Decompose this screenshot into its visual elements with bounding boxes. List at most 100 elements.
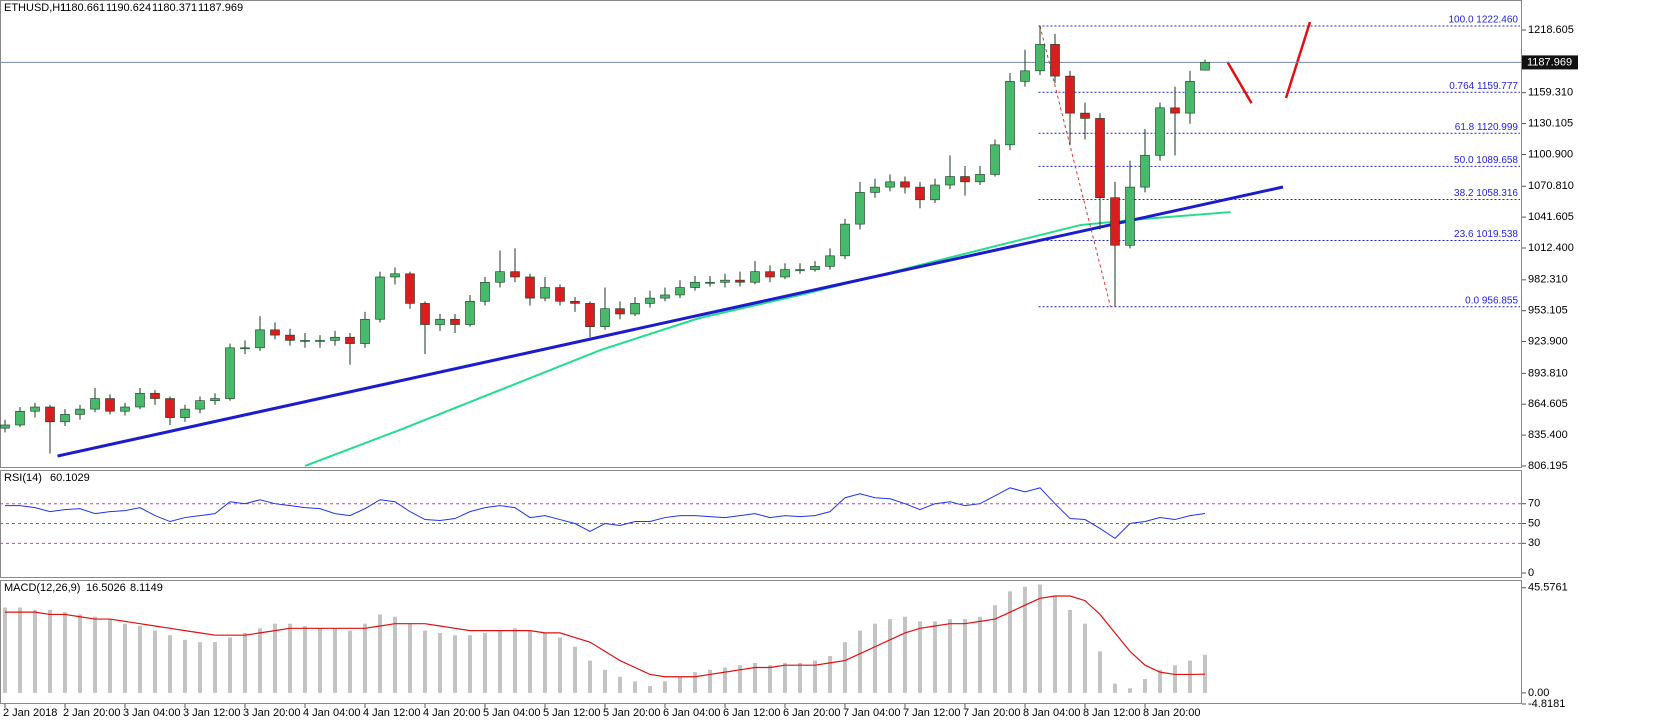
macd-bar	[903, 616, 908, 693]
candle-body	[15, 410, 25, 426]
price-tick-label: 982.310	[1528, 274, 1568, 286]
ohlc-value: 1187.969	[198, 2, 243, 14]
macd-name: MACD(12,26,9)	[4, 582, 80, 594]
macd-bar	[1098, 651, 1103, 693]
candle-body	[165, 398, 175, 418]
fib-label: 23.6 1019.538	[1454, 229, 1518, 240]
current-price-label: 1187.969	[1527, 56, 1572, 68]
x-tick-label: 2 Jan 20:00	[63, 707, 121, 719]
macd-bar	[212, 642, 217, 693]
macd-bar	[272, 623, 277, 693]
rsi-value: 60.1029	[50, 472, 90, 484]
candle-body	[645, 297, 655, 304]
macd-bar	[798, 662, 802, 693]
macd-bar	[647, 685, 652, 693]
candle-body	[60, 414, 70, 423]
candle-body	[735, 279, 745, 283]
candle-body	[330, 336, 340, 341]
candle-body	[240, 347, 250, 350]
macd-bar	[122, 623, 127, 693]
macd-bar	[497, 630, 502, 693]
macd-signal-value: 8.1149	[130, 582, 163, 594]
macd-bar	[738, 665, 742, 693]
candle-body	[480, 281, 490, 302]
candle-body	[135, 392, 145, 408]
fib-label: 61.8 1120.999	[1455, 122, 1519, 133]
macd-bar	[77, 614, 82, 693]
macd-bar	[707, 669, 712, 693]
x-tick-label: 7 Jan 12:00	[903, 707, 961, 719]
rsi-tick-label: 0	[1528, 567, 1534, 579]
candle-body	[570, 300, 580, 304]
price-tick-label: 1130.105	[1528, 117, 1573, 129]
macd-bar	[1038, 584, 1043, 693]
macd-tick-label: 45.5761	[1528, 582, 1568, 594]
macd-bar	[452, 635, 457, 693]
price-tick-label: 1159.310	[1528, 87, 1573, 99]
candle-body	[795, 269, 805, 271]
rsi-tick-label: 30	[1528, 537, 1540, 549]
fib-label: 0.764 1159.777	[1449, 81, 1518, 92]
x-tick-label: 7 Jan 20:00	[963, 707, 1021, 719]
macd-bar	[482, 632, 487, 693]
rsi-tick-label: 50	[1528, 517, 1540, 529]
macd-panel	[0, 580, 1522, 704]
macd-bar	[662, 681, 667, 693]
x-tick-label: 4 Jan 12:00	[363, 707, 421, 719]
fib-label: 50.0 1089.658	[1454, 155, 1518, 166]
macd-bar	[602, 669, 607, 693]
price-tick-label: 1070.810	[1528, 180, 1574, 192]
macd-bar	[632, 681, 637, 693]
macd-bar	[963, 619, 968, 693]
macd-bar	[1068, 609, 1073, 693]
x-tick-label: 4 Jan 20:00	[423, 707, 481, 719]
macd-bar	[227, 637, 232, 693]
candle-body	[825, 255, 835, 267]
price-tick-label: 1100.900	[1528, 148, 1573, 160]
x-tick-label: 8 Jan 12:00	[1083, 707, 1141, 719]
x-tick-label: 2 Jan 2018	[3, 707, 57, 719]
trendline	[57, 185, 1284, 458]
macd-bar	[137, 625, 142, 693]
candle-body	[630, 303, 640, 315]
candle-body	[30, 406, 40, 412]
candle-body	[885, 181, 895, 188]
macd-bar	[302, 625, 307, 693]
candle-body	[855, 192, 865, 225]
main-panel	[0, 0, 1522, 468]
macd-bar	[677, 676, 682, 693]
candle-body	[675, 287, 685, 296]
macd-bar	[317, 628, 322, 693]
fib-label: 100.0 1222.460	[1448, 15, 1518, 26]
candle-body	[405, 273, 415, 304]
candle-body	[1185, 81, 1195, 114]
candle-body	[810, 266, 820, 270]
macd-bar	[197, 642, 202, 693]
candle-body	[600, 308, 610, 327]
macd-bar	[1203, 654, 1208, 693]
current-price-box	[1522, 55, 1578, 70]
candle-body	[1080, 112, 1090, 119]
candle-body	[150, 392, 160, 399]
x-tick-label: 3 Jan 04:00	[123, 707, 180, 719]
x-tick-label: 3 Jan 20:00	[243, 707, 301, 719]
macd-bar	[62, 612, 67, 693]
macd-bar	[948, 619, 953, 693]
x-tick-label: 5 Jan 12:00	[543, 707, 601, 719]
candle-body	[1020, 70, 1030, 82]
macd-bar	[32, 609, 37, 693]
macd-bar	[888, 619, 893, 693]
price-tick-label: 1041.605	[1528, 211, 1574, 223]
macd-bar	[152, 630, 157, 693]
candle-body	[390, 273, 400, 278]
candle-body	[180, 408, 190, 418]
macd-bar	[407, 623, 412, 693]
macd-bar	[978, 616, 983, 693]
macd-bar	[1023, 586, 1028, 693]
rsi-name: RSI(14)	[4, 472, 42, 484]
candle-body	[1005, 81, 1015, 146]
candle-body	[990, 144, 1000, 175]
chart-title: ETHUSD,H1	[4, 2, 66, 14]
candle-body	[705, 281, 715, 284]
macd-bar	[692, 672, 697, 693]
